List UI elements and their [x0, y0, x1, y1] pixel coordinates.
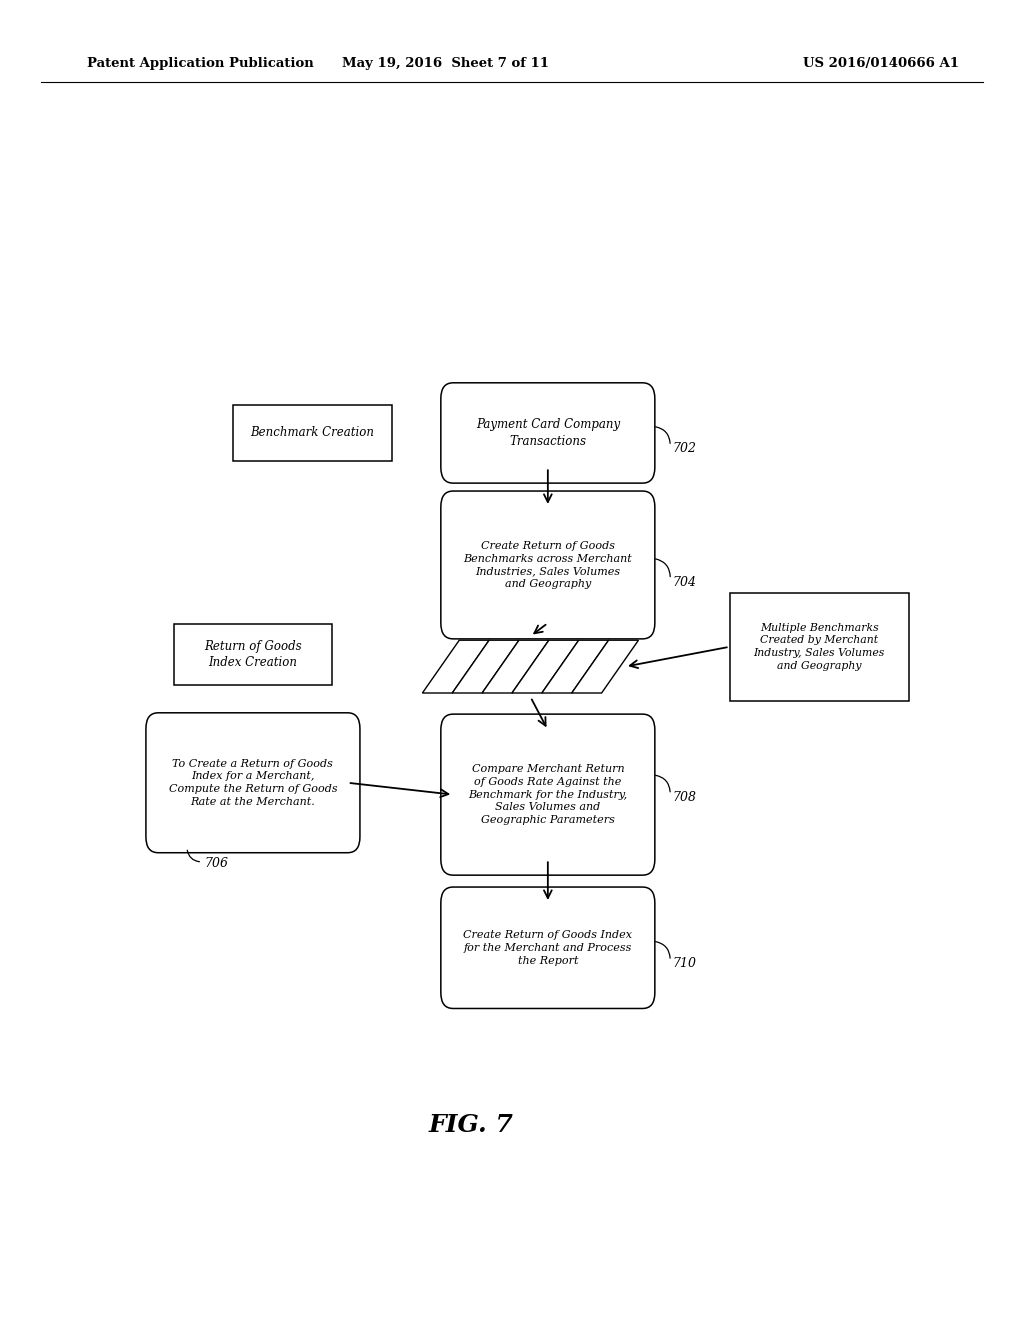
Polygon shape: [512, 640, 579, 693]
Text: Payment Card Company
Transactions: Payment Card Company Transactions: [476, 418, 620, 447]
Polygon shape: [422, 640, 489, 693]
Text: Multiple Benchmarks
Created by Merchant
Industry, Sales Volumes
and Geography: Multiple Benchmarks Created by Merchant …: [754, 623, 885, 671]
Text: Benchmark Creation: Benchmark Creation: [250, 426, 375, 440]
FancyBboxPatch shape: [440, 491, 655, 639]
Text: 704: 704: [673, 576, 696, 589]
FancyBboxPatch shape: [173, 624, 332, 685]
Text: US 2016/0140666 A1: US 2016/0140666 A1: [803, 57, 958, 70]
Text: 702: 702: [673, 442, 696, 455]
FancyBboxPatch shape: [440, 887, 655, 1008]
Text: To Create a Return of Goods
Index for a Merchant,
Compute the Return of Goods
Ra: To Create a Return of Goods Index for a …: [169, 759, 337, 807]
FancyBboxPatch shape: [232, 405, 391, 461]
Text: Return of Goods
Index Creation: Return of Goods Index Creation: [204, 640, 302, 669]
FancyBboxPatch shape: [440, 383, 655, 483]
Text: FIG. 7: FIG. 7: [429, 1113, 513, 1137]
Polygon shape: [482, 640, 549, 693]
FancyBboxPatch shape: [729, 593, 909, 701]
Text: May 19, 2016  Sheet 7 of 11: May 19, 2016 Sheet 7 of 11: [342, 57, 549, 70]
Polygon shape: [542, 640, 608, 693]
Text: 710: 710: [673, 957, 696, 970]
Text: 708: 708: [673, 791, 696, 804]
Text: Create Return of Goods Index
for the Merchant and Process
the Report: Create Return of Goods Index for the Mer…: [463, 931, 633, 965]
FancyBboxPatch shape: [440, 714, 655, 875]
Text: Compare Merchant Return
of Goods Rate Against the
Benchmark for the Industry,
Sa: Compare Merchant Return of Goods Rate Ag…: [468, 764, 628, 825]
Polygon shape: [453, 640, 519, 693]
Polygon shape: [571, 640, 639, 693]
Text: Create Return of Goods
Benchmarks across Merchant
Industries, Sales Volumes
and : Create Return of Goods Benchmarks across…: [464, 541, 632, 589]
FancyBboxPatch shape: [145, 713, 360, 853]
Text: Patent Application Publication: Patent Application Publication: [87, 57, 313, 70]
Text: 706: 706: [204, 857, 228, 870]
